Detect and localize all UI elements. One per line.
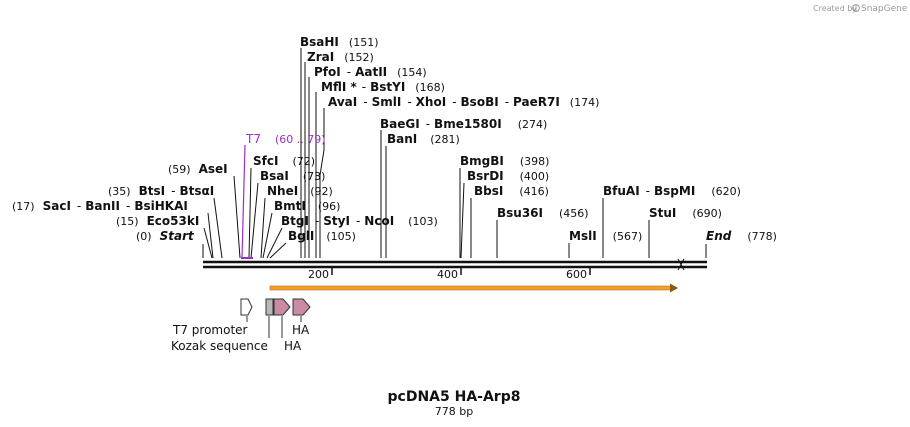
ha-tag-arrow-icon-2 xyxy=(292,298,311,316)
enzyme-label-msli: MslI (567) xyxy=(569,229,642,243)
feature-label-ha-2: HA xyxy=(284,339,302,353)
features-track: T7 promoter Kozak sequence HA HA xyxy=(171,298,311,353)
enzyme-label-bsahi: BsaHI (151) xyxy=(300,35,379,49)
snapgene-logo-icon xyxy=(852,4,860,12)
ruler: 200 400 600 xyxy=(308,267,591,281)
enzyme-label-stui: StuI (690) xyxy=(649,206,722,220)
enzyme-label-asei: (59) AseI xyxy=(168,162,228,176)
snapgene-credit: Created by SnapGene xyxy=(813,4,908,14)
enzyme-label-eco53ki: (15) Eco53kI xyxy=(116,214,199,228)
enzyme-label-bmgbi: BmgBI (398) xyxy=(460,154,549,168)
leader-bsai xyxy=(250,182,259,259)
ha-tag-arrow-icon xyxy=(273,298,291,316)
enzyme-label-avai: AvaI - SmlI - XhoI - BsoBI - PaeR7I (174) xyxy=(328,95,599,109)
start-label: (0) Start xyxy=(136,229,195,243)
enzyme-label-bsrdi: BsrDI (400) xyxy=(467,169,549,183)
enzyme-label-btsi: (35) BtsI - BtsαI xyxy=(108,184,214,198)
origin-marker-icon xyxy=(677,258,685,271)
leader-saci xyxy=(207,212,214,259)
leader-btsi xyxy=(213,197,223,259)
leader-eco53ki xyxy=(203,227,213,259)
map-title: pcDNA5 HA-Arp8 xyxy=(388,389,521,405)
enzyme-label-bsai: BsaI (73) xyxy=(260,169,325,183)
enzyme-label-bsu36i: Bsu36I (456) xyxy=(497,206,589,220)
leader-nhei xyxy=(260,197,266,259)
orf-arrow xyxy=(269,283,678,293)
primer-t7-leader xyxy=(241,144,246,259)
enzyme-label-pfoi: PfoI - AatII (154) xyxy=(314,65,427,79)
enzyme-label-zrai: ZraI (152) xyxy=(307,50,374,64)
leader-btgi xyxy=(266,227,283,259)
leader-asei xyxy=(233,175,241,259)
enzyme-label-saci: (17) SacI - BanII - BsiHKAI xyxy=(12,199,188,213)
enzyme-leader-lines xyxy=(202,48,707,259)
leader-bgli xyxy=(269,242,287,259)
leader-bmti xyxy=(262,212,273,259)
enzyme-label-sfci: SfcI (72) xyxy=(253,154,315,168)
enzyme-labels: BsaHI (151) ZraI (152) PfoI - AatII (154) Mfl… xyxy=(12,35,777,243)
enzyme-label-bbsi: BbsI (416) xyxy=(474,184,549,198)
enzyme-label-baegi: BaeGI - Bme1580I (274) xyxy=(380,117,547,131)
ruler-label-600: 600 xyxy=(566,268,587,281)
primer-t7-name: T7 xyxy=(245,132,261,146)
ruler-label-200: 200 xyxy=(308,268,329,281)
primer-t7-range: (60 .. 79) xyxy=(275,133,326,146)
enzyme-label-bmti: BmtI (96) xyxy=(274,199,340,213)
enzyme-label-nhei: NheI (92) xyxy=(267,184,333,198)
dna-backbone xyxy=(203,258,707,271)
brand-text: SnapGene xyxy=(861,4,908,14)
primer-t7: T7 (60 .. 79) xyxy=(241,132,326,259)
end-label: End (778) xyxy=(706,229,777,243)
enzyme-label-btgi: BtgI - StyI - NcoI (103) xyxy=(281,214,438,228)
enzyme-label-bani: BanI (281) xyxy=(387,132,460,146)
ruler-label-400: 400 xyxy=(437,268,458,281)
enzyme-label-mfli: MflI * - BstYI (168) xyxy=(321,80,445,94)
feature-label-kozak: Kozak sequence xyxy=(171,339,268,353)
feature-label-ha: HA xyxy=(292,323,310,337)
t7-promoter-arrow-icon xyxy=(240,298,253,316)
kozak-sequence-box xyxy=(265,298,274,316)
enzyme-label-bgli: BglI (105) xyxy=(288,229,356,243)
leader-bsrdi xyxy=(460,182,465,259)
leader-sfci xyxy=(248,167,252,259)
credit-text: Created by xyxy=(813,4,857,13)
map-subtitle: 778 bp xyxy=(435,405,473,418)
leader-avai xyxy=(319,108,325,258)
feature-label-t7-promoter: T7 promoter xyxy=(172,323,248,337)
enzyme-label-bfuai: BfuAI - BspMI (620) xyxy=(603,184,741,198)
